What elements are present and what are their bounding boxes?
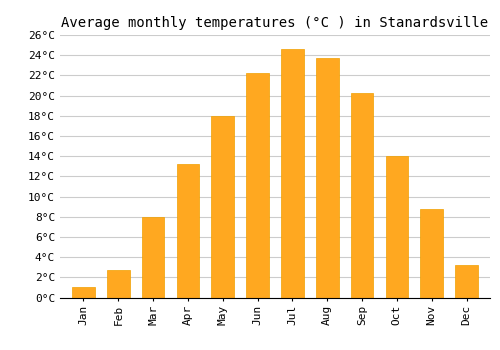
Title: Average monthly temperatures (°C ) in Stanardsville: Average monthly temperatures (°C ) in St…: [62, 16, 488, 30]
Bar: [142, 217, 165, 298]
Bar: [246, 74, 269, 298]
Bar: [350, 92, 374, 298]
Bar: [176, 164, 200, 298]
Bar: [455, 265, 478, 298]
Bar: [316, 58, 338, 298]
Bar: [212, 116, 234, 298]
Bar: [72, 287, 95, 298]
Bar: [386, 156, 408, 298]
Bar: [281, 49, 303, 298]
Bar: [420, 209, 443, 298]
Bar: [107, 270, 130, 298]
